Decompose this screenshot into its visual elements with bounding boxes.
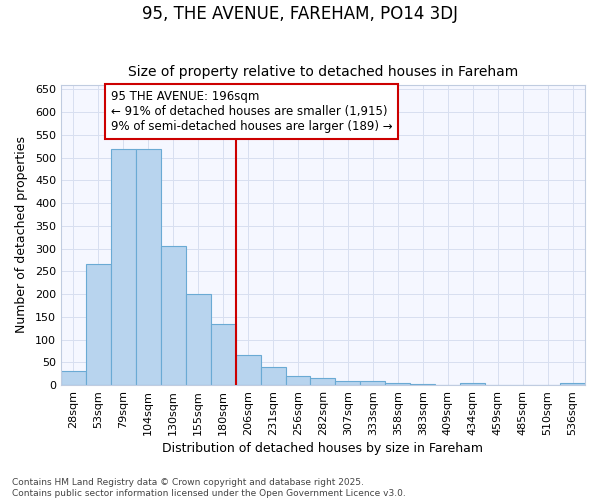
Bar (310, 378, 335, 385)
Bar (286, 376, 310, 385)
Bar (236, 354, 260, 385)
Bar (61, 372, 86, 385)
Bar (460, 383, 485, 385)
Bar (361, 382, 385, 385)
X-axis label: Distribution of detached houses by size in Fareham: Distribution of detached houses by size … (163, 442, 484, 455)
Text: 95, THE AVENUE, FAREHAM, PO14 3DJ: 95, THE AVENUE, FAREHAM, PO14 3DJ (142, 5, 458, 23)
Bar (410, 384, 435, 385)
Bar (161, 246, 186, 385)
Bar (186, 294, 211, 385)
Bar (335, 380, 361, 385)
Bar (86, 264, 111, 385)
Bar (136, 148, 161, 385)
Bar (560, 383, 585, 385)
Title: Size of property relative to detached houses in Fareham: Size of property relative to detached ho… (128, 66, 518, 80)
Bar (385, 383, 410, 385)
Text: 95 THE AVENUE: 196sqm
← 91% of detached houses are smaller (1,915)
9% of semi-de: 95 THE AVENUE: 196sqm ← 91% of detached … (111, 90, 392, 134)
Bar (260, 367, 286, 385)
Bar (111, 150, 136, 385)
Y-axis label: Number of detached properties: Number of detached properties (15, 136, 28, 334)
Text: Contains HM Land Registry data © Crown copyright and database right 2025.
Contai: Contains HM Land Registry data © Crown c… (12, 478, 406, 498)
Bar (211, 324, 236, 385)
